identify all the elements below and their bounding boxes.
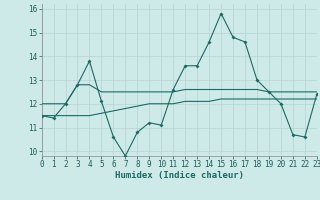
X-axis label: Humidex (Indice chaleur): Humidex (Indice chaleur) [115, 171, 244, 180]
